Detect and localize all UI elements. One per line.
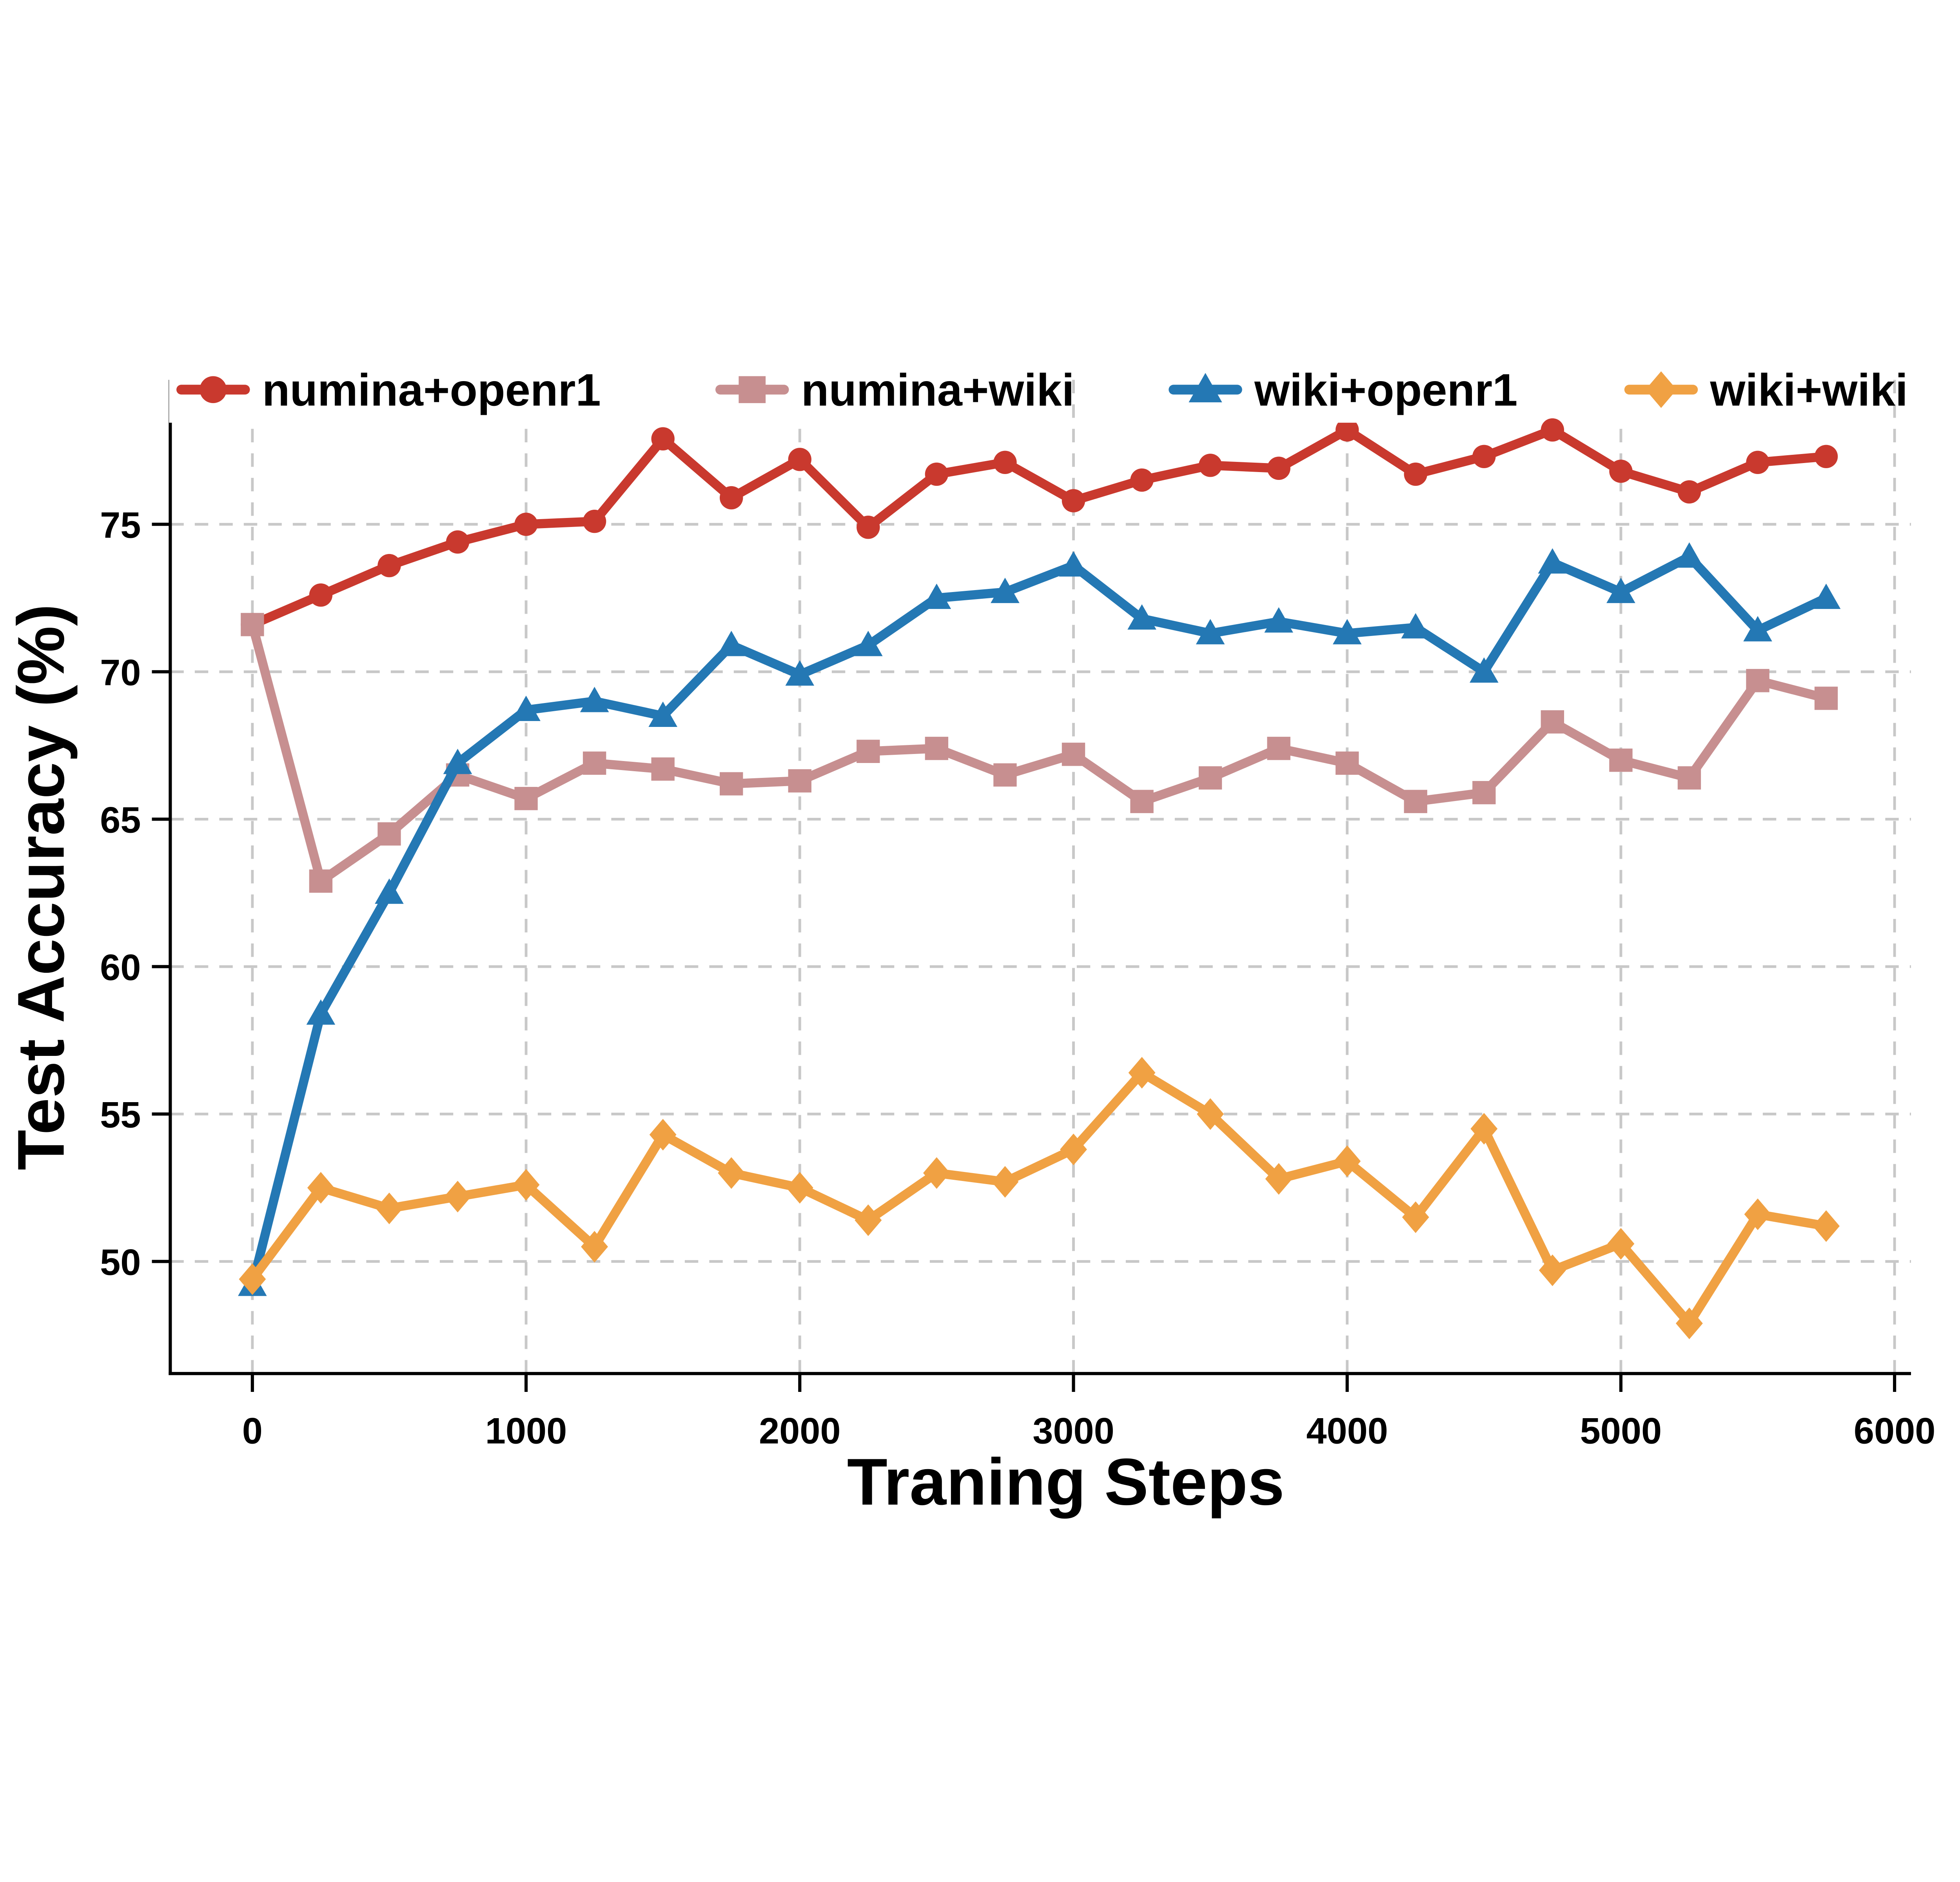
series-line-numina+wiki	[248, 620, 1831, 886]
y-tick-label: 55	[100, 1094, 141, 1135]
legend-label: numina+openr1	[262, 364, 601, 415]
x-axis-label: Traning Steps	[847, 1445, 1285, 1519]
plot-area: 0 1000 2000 3000 4000 5000 6000 50 55 60 65 70 75	[100, 380, 1935, 1451]
x-tick-label: 4000	[1306, 1410, 1388, 1451]
y-tick-label: 65	[100, 799, 141, 841]
circle-marker-icon	[176, 376, 250, 403]
legend: numina+openr1 numina+wiki wiki+openr1 wi…	[169, 356, 1908, 423]
x-tick-label: 1000	[485, 1410, 567, 1451]
legend-label: numina+wiki	[801, 364, 1074, 415]
series-markers-numina+openr1	[241, 418, 1838, 636]
x-tick-label: 6000	[1854, 1410, 1936, 1451]
x-tick-label: 0	[242, 1410, 263, 1451]
series-markers-wiki+openr1	[238, 542, 1841, 1296]
legend-label: wiki+wiki	[1710, 364, 1908, 415]
legend-item-wiki-wiki: wiki+wiki	[1617, 356, 1908, 423]
series-markers-wiki+wiki	[239, 1057, 1840, 1339]
series-line-numina+openr1	[248, 425, 1831, 629]
series-line-wiki+openr1	[248, 552, 1831, 1290]
square-marker-icon	[715, 376, 789, 403]
legend-item-numina-wiki: numina+wiki	[708, 356, 1074, 423]
y-tick-label: 60	[100, 947, 141, 988]
y-tick-label: 70	[100, 652, 141, 693]
y-tick-label: 50	[100, 1242, 141, 1283]
x-tick-label: 3000	[1033, 1410, 1114, 1451]
x-tick-label: 5000	[1580, 1410, 1662, 1451]
x-tick-label: 2000	[759, 1410, 841, 1451]
triangle-marker-icon	[1169, 373, 1242, 403]
series-line-wiki+wiki	[248, 1068, 1831, 1328]
y-tick-label: 75	[100, 505, 141, 546]
legend-label: wiki+openr1	[1254, 364, 1517, 415]
y-axis-label: Test Accuracy (%)	[4, 604, 78, 1170]
legend-item-wiki-openr1: wiki+openr1	[1161, 356, 1526, 423]
legend-item-numina-openr1: numina+openr1	[169, 356, 608, 423]
series-markers-numina+wiki	[241, 613, 1838, 893]
